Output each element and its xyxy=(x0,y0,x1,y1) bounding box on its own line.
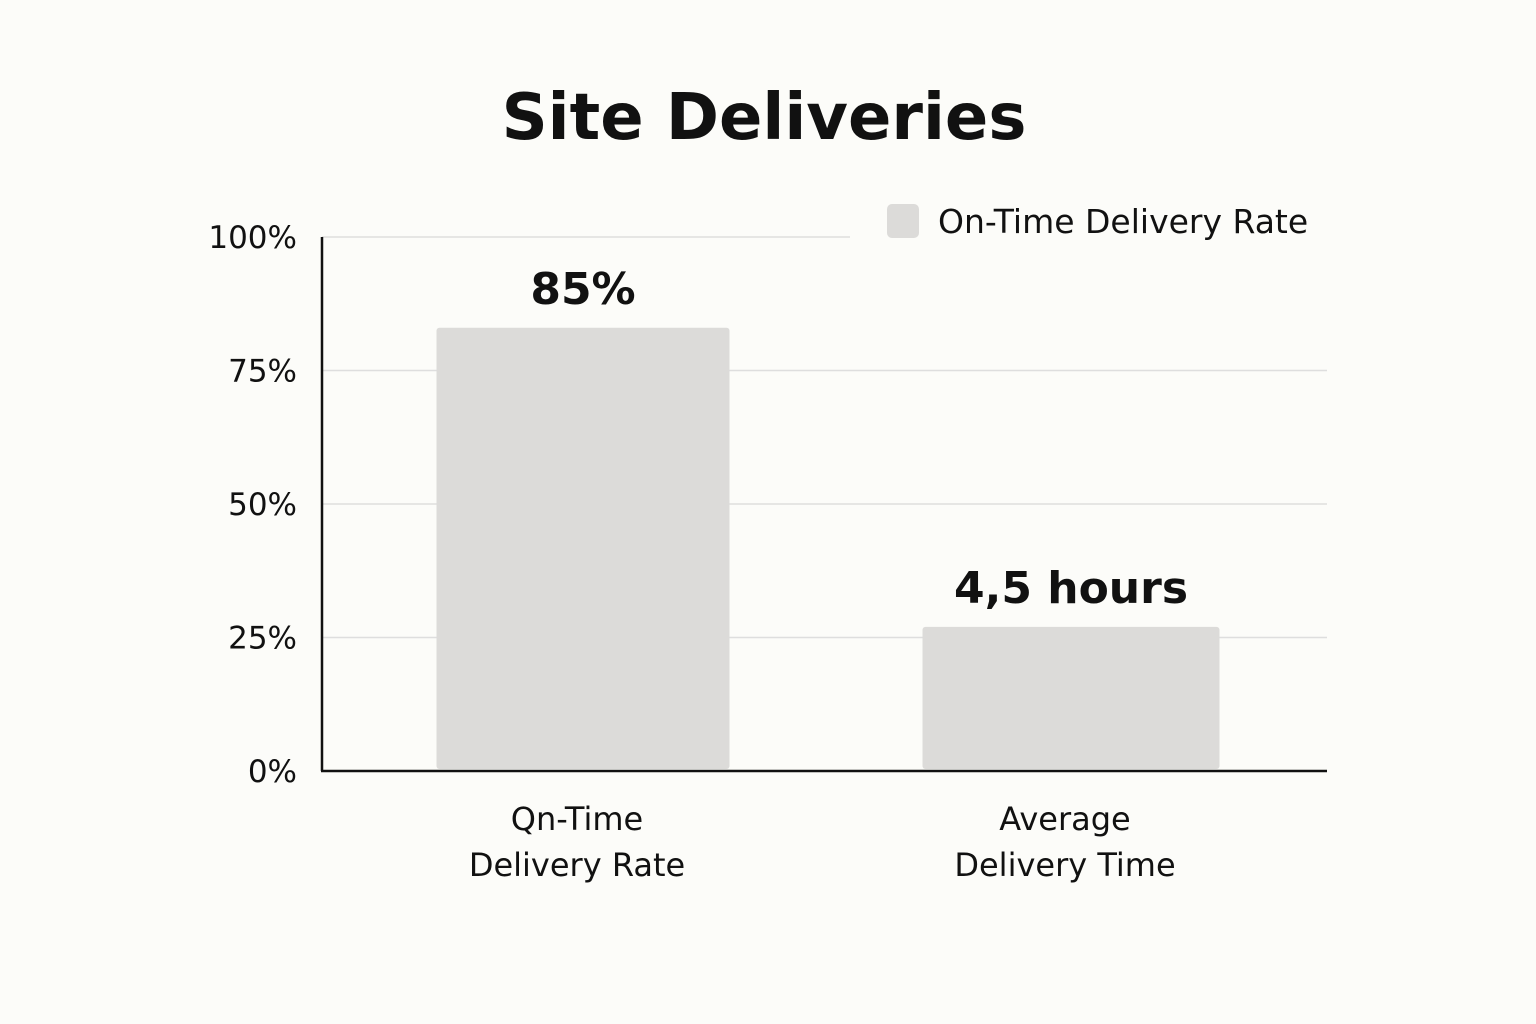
y-tick-label: 100% xyxy=(208,220,297,256)
x-category-label: Qn-Time xyxy=(511,800,643,838)
data-labels: 85% 4,5 hours xyxy=(530,264,1188,614)
y-tick-labels: 0% 25% 50% 75% 100% xyxy=(208,220,297,790)
y-tick-label: 75% xyxy=(228,354,297,390)
legend-swatch xyxy=(887,204,919,238)
y-tick-label: 0% xyxy=(248,754,297,790)
bar xyxy=(922,626,1220,769)
data-label: 85% xyxy=(530,264,635,315)
x-category-labels: Qn-Time Delivery Rate Average Delivery Time xyxy=(469,800,1176,884)
legend-label: On-Time Delivery Rate xyxy=(938,202,1308,241)
x-category-label: Delivery Rate xyxy=(469,846,685,884)
y-tick-label: 50% xyxy=(228,487,297,523)
x-category-label: Delivery Time xyxy=(954,846,1175,884)
y-tick-label: 25% xyxy=(228,621,297,657)
legend: On-Time Delivery Rate xyxy=(887,202,1308,241)
bar xyxy=(436,327,730,769)
axes xyxy=(320,237,1327,773)
bars xyxy=(436,327,1220,769)
data-label: 4,5 hours xyxy=(954,563,1188,614)
x-category-label: Average xyxy=(999,800,1130,838)
chart-title: Site Deliveries xyxy=(502,81,1027,155)
